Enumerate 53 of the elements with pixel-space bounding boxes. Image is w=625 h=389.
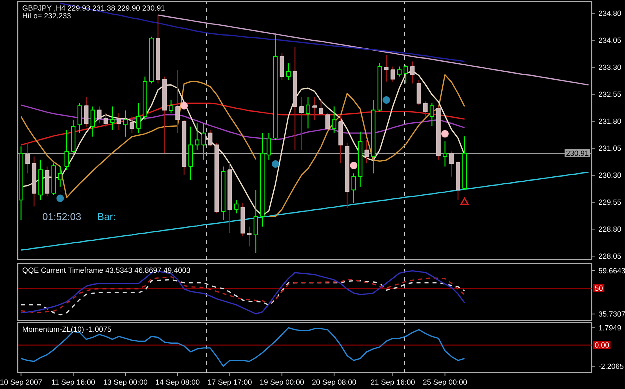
candlestick [97,106,102,124]
candlestick [450,151,454,178]
candlestick [254,190,258,254]
candlestick [116,113,122,131]
candlestick [300,96,304,151]
candlestick [319,100,324,116]
candlestick [352,173,356,204]
candlestick [176,70,180,134]
candlestick [390,66,396,82]
candlestick [110,106,115,131]
candlestick [416,80,422,106]
candlestick [58,166,63,188]
candlestick [130,116,134,134]
annotation: 01:52:03 [42,213,82,220]
point [382,96,390,104]
line-series [20,172,590,251]
candlestick [332,106,337,134]
point [441,130,449,138]
candlestick [443,141,448,168]
candlestick [410,61,415,84]
candlestick [384,54,389,82]
candlestick [286,63,291,81]
candlestick [280,52,284,81]
candlestick [169,100,174,114]
candlestick [306,96,310,130]
candlestick [326,113,330,131]
candlestick [136,103,141,134]
candlestick [26,142,30,174]
candlestick [312,96,318,120]
candlestick [84,96,89,128]
candlestick [430,103,434,127]
point [272,160,280,168]
candlestick [104,113,108,128]
candlestick [188,126,194,181]
candlestick [397,66,402,78]
point [350,162,358,170]
candlestick [423,101,428,118]
point [180,102,188,110]
point [460,198,469,206]
point [56,194,64,202]
candlestick [45,166,50,198]
candlestick [64,130,70,171]
annotation: Bar: [98,213,116,220]
line-series [158,14,590,86]
candlestick [202,123,206,160]
candlestick [195,123,200,151]
candlestick [338,114,344,164]
candlestick [266,132,272,160]
candlestick [90,106,96,138]
candlestick [364,140,370,164]
candlestick [78,103,82,134]
candlestick [123,110,128,138]
candlestick [247,226,252,248]
